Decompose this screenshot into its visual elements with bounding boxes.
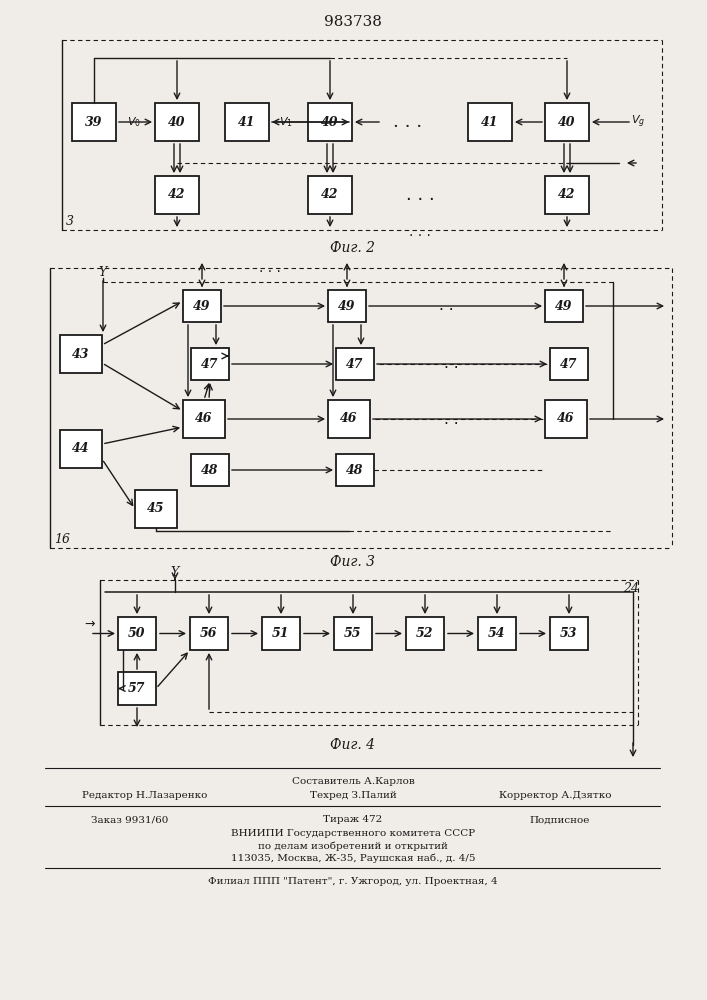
Text: 47: 47: [346, 358, 363, 370]
Text: Тираж 472: Тираж 472: [323, 816, 382, 824]
Text: 47: 47: [201, 358, 218, 370]
Bar: [155, 103, 199, 141]
Text: 48: 48: [201, 464, 218, 477]
Bar: [336, 454, 374, 486]
Text: Y: Y: [171, 566, 179, 578]
Text: ВНИИПИ Государственного комитета СССР: ВНИИПИ Государственного комитета СССР: [231, 830, 475, 838]
Text: 41: 41: [481, 115, 498, 128]
Text: . . .: . . .: [393, 113, 423, 131]
Text: 51: 51: [272, 627, 290, 640]
Text: $V_g$: $V_g$: [631, 114, 645, 130]
Bar: [406, 617, 444, 650]
Text: Y: Y: [99, 265, 107, 278]
Text: Техред З.Палий: Техред З.Палий: [310, 790, 397, 800]
Text: 42: 42: [168, 188, 186, 202]
Text: . . .: . . .: [259, 261, 281, 275]
Text: 42: 42: [559, 188, 575, 202]
Text: 983738: 983738: [324, 15, 382, 29]
Bar: [334, 617, 372, 650]
Text: . .: . .: [438, 298, 453, 314]
Text: 53: 53: [560, 627, 578, 640]
Text: 113035, Москва, Ж-35, Раушская наб., д. 4/5: 113035, Москва, Ж-35, Раушская наб., д. …: [230, 853, 475, 863]
Bar: [191, 454, 229, 486]
Text: 56: 56: [200, 627, 218, 640]
Bar: [545, 400, 587, 438]
Text: Составитель А.Карлов: Составитель А.Карлов: [291, 778, 414, 786]
Text: $V_0$: $V_0$: [127, 115, 141, 129]
Bar: [550, 348, 588, 380]
Bar: [72, 103, 116, 141]
Bar: [545, 290, 583, 322]
Text: 49: 49: [555, 300, 573, 312]
Text: Заказ 9931/60: Заказ 9931/60: [91, 816, 169, 824]
Text: . . .: . . .: [409, 225, 431, 239]
Text: . .: . .: [444, 412, 458, 426]
Text: $\rightarrow$: $\rightarrow$: [82, 617, 96, 630]
Text: 42: 42: [321, 188, 339, 202]
Text: 41: 41: [238, 115, 256, 128]
Bar: [60, 430, 102, 468]
Text: . .: . .: [444, 357, 458, 371]
Bar: [183, 290, 221, 322]
Bar: [308, 103, 352, 141]
Text: 16: 16: [54, 533, 70, 546]
Bar: [118, 672, 156, 705]
Bar: [545, 103, 589, 141]
Text: Филиал ППП "Патент", г. Ужгород, ул. Проектная, 4: Филиал ППП "Патент", г. Ужгород, ул. Про…: [208, 878, 498, 886]
Bar: [191, 348, 229, 380]
Text: 47: 47: [560, 358, 578, 370]
Text: 3: 3: [66, 215, 74, 228]
Bar: [262, 617, 300, 650]
Bar: [190, 617, 228, 650]
Text: $V_1$: $V_1$: [279, 115, 293, 129]
Text: 45: 45: [147, 502, 165, 516]
Text: 40: 40: [168, 115, 186, 128]
Bar: [308, 176, 352, 214]
Bar: [328, 400, 370, 438]
Bar: [135, 490, 177, 528]
Text: . . .: . . .: [406, 186, 434, 204]
Bar: [478, 617, 516, 650]
Text: 40: 40: [321, 115, 339, 128]
Text: Фиг. 4: Фиг. 4: [330, 738, 375, 752]
Text: 48: 48: [346, 464, 363, 477]
Text: 52: 52: [416, 627, 434, 640]
Text: 24: 24: [623, 582, 639, 595]
Bar: [468, 103, 512, 141]
Bar: [328, 290, 366, 322]
Text: 55: 55: [344, 627, 362, 640]
Text: по делам изобретений и открытий: по делам изобретений и открытий: [258, 841, 448, 851]
Text: Корректор А.Дзятко: Корректор А.Дзятко: [498, 790, 612, 800]
Text: Фиг. 3: Фиг. 3: [330, 555, 375, 569]
Text: 50: 50: [128, 627, 146, 640]
Bar: [550, 617, 588, 650]
Text: 44: 44: [72, 442, 90, 456]
Text: 57: 57: [128, 682, 146, 695]
Text: Подписное: Подписное: [530, 816, 590, 824]
Text: Редактор Н.Лазаренко: Редактор Н.Лазаренко: [82, 790, 208, 800]
Bar: [183, 400, 225, 438]
Text: 46: 46: [195, 412, 213, 426]
Bar: [155, 176, 199, 214]
Text: 49: 49: [193, 300, 211, 312]
Text: 54: 54: [489, 627, 506, 640]
Bar: [336, 348, 374, 380]
Bar: [60, 335, 102, 373]
Text: 40: 40: [559, 115, 575, 128]
Text: 46: 46: [557, 412, 575, 426]
Text: 46: 46: [340, 412, 358, 426]
Text: 49: 49: [338, 300, 356, 312]
Text: 39: 39: [86, 115, 103, 128]
Bar: [545, 176, 589, 214]
Text: 43: 43: [72, 348, 90, 360]
Bar: [118, 617, 156, 650]
Bar: [225, 103, 269, 141]
Text: Фиг. 2: Фиг. 2: [330, 241, 375, 255]
